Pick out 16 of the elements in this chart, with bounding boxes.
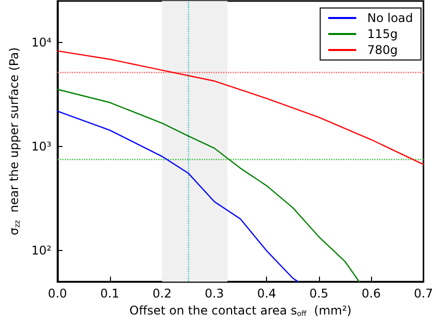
x-tick-label: 0.3 (204, 286, 224, 301)
legend-label: 115g (367, 27, 398, 41)
line-series (56, 110, 299, 282)
y-tick-label: 10³ (31, 139, 52, 154)
x-tick-label: 0.2 (152, 286, 172, 301)
x-tick-label: 0.4 (257, 286, 276, 301)
x-tick-label: 0.1 (100, 286, 120, 301)
x-tick-label: 0.5 (309, 286, 328, 301)
legend-label: 780g (367, 43, 398, 57)
x-tick-label: 0.6 (362, 286, 381, 301)
legend-label: No load (367, 11, 413, 25)
x-tick-label: 0.7 (414, 286, 434, 301)
x-tick-label: 0.0 (48, 286, 68, 301)
y-tick-label: 10⁴ (31, 35, 52, 50)
y-tick-label: 10² (31, 243, 52, 258)
line-series (56, 88, 360, 282)
